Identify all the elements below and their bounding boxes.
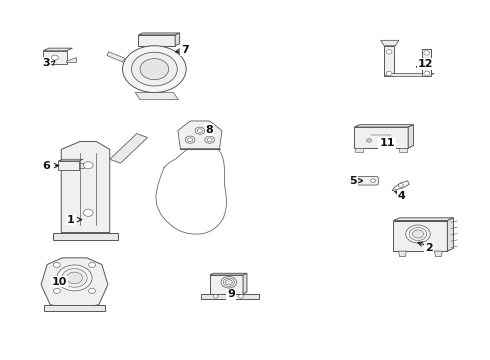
Polygon shape [435,251,442,256]
Polygon shape [107,52,125,62]
FancyBboxPatch shape [355,176,378,185]
Circle shape [62,269,87,287]
Polygon shape [354,125,414,127]
Circle shape [413,230,423,238]
Polygon shape [210,275,243,294]
Polygon shape [175,33,179,46]
Text: 11: 11 [379,138,395,148]
Circle shape [51,55,58,60]
Circle shape [424,51,430,55]
Text: 10: 10 [52,276,68,287]
Circle shape [67,272,82,284]
Text: 6: 6 [43,161,50,171]
Circle shape [223,278,235,287]
Circle shape [89,288,96,293]
Polygon shape [393,218,454,220]
Text: 4: 4 [398,191,406,201]
Circle shape [83,162,93,169]
Polygon shape [110,134,147,163]
Polygon shape [43,51,67,64]
Polygon shape [392,181,409,191]
Polygon shape [178,121,222,149]
Polygon shape [447,218,454,251]
Circle shape [89,262,96,267]
Circle shape [367,139,371,142]
Text: 12: 12 [417,59,433,69]
Polygon shape [58,161,79,170]
Circle shape [131,52,177,86]
Circle shape [195,127,205,134]
Polygon shape [53,233,118,240]
Polygon shape [399,148,407,152]
Circle shape [53,262,60,267]
Polygon shape [61,141,110,233]
Circle shape [213,294,218,298]
Polygon shape [41,258,108,309]
Circle shape [221,276,237,288]
Text: 7: 7 [181,45,189,55]
Circle shape [391,139,396,142]
Circle shape [205,136,215,143]
Circle shape [398,184,403,187]
Circle shape [406,225,430,243]
Circle shape [57,265,92,291]
Polygon shape [398,251,406,256]
Polygon shape [139,35,175,46]
Circle shape [188,138,193,141]
Text: 9: 9 [227,289,235,300]
Polygon shape [355,148,363,152]
Text: 1: 1 [67,215,75,225]
Circle shape [386,50,392,54]
Polygon shape [384,46,394,76]
Circle shape [225,280,232,285]
Text: 2: 2 [425,243,433,253]
Circle shape [379,139,384,142]
Polygon shape [135,93,178,100]
Polygon shape [67,58,76,63]
Text: 3: 3 [43,58,50,68]
Polygon shape [381,40,399,46]
Polygon shape [58,159,83,161]
Circle shape [424,71,430,76]
Polygon shape [243,273,247,294]
Circle shape [358,179,363,183]
Circle shape [207,138,212,141]
Polygon shape [393,220,447,251]
Polygon shape [79,163,84,168]
Circle shape [122,46,186,93]
Polygon shape [210,273,247,275]
Polygon shape [384,73,434,76]
Circle shape [185,136,195,143]
Polygon shape [43,48,73,51]
Circle shape [370,179,375,183]
Circle shape [386,71,392,76]
Text: 5: 5 [349,176,357,186]
Circle shape [239,294,244,298]
Circle shape [140,59,169,80]
Polygon shape [44,305,105,311]
Polygon shape [201,294,259,299]
Circle shape [409,228,427,240]
Circle shape [83,209,93,216]
Circle shape [53,288,60,293]
Polygon shape [422,49,431,76]
Polygon shape [408,125,414,148]
Text: 8: 8 [206,125,214,135]
Polygon shape [139,33,179,35]
Circle shape [197,129,202,132]
Polygon shape [354,127,408,148]
